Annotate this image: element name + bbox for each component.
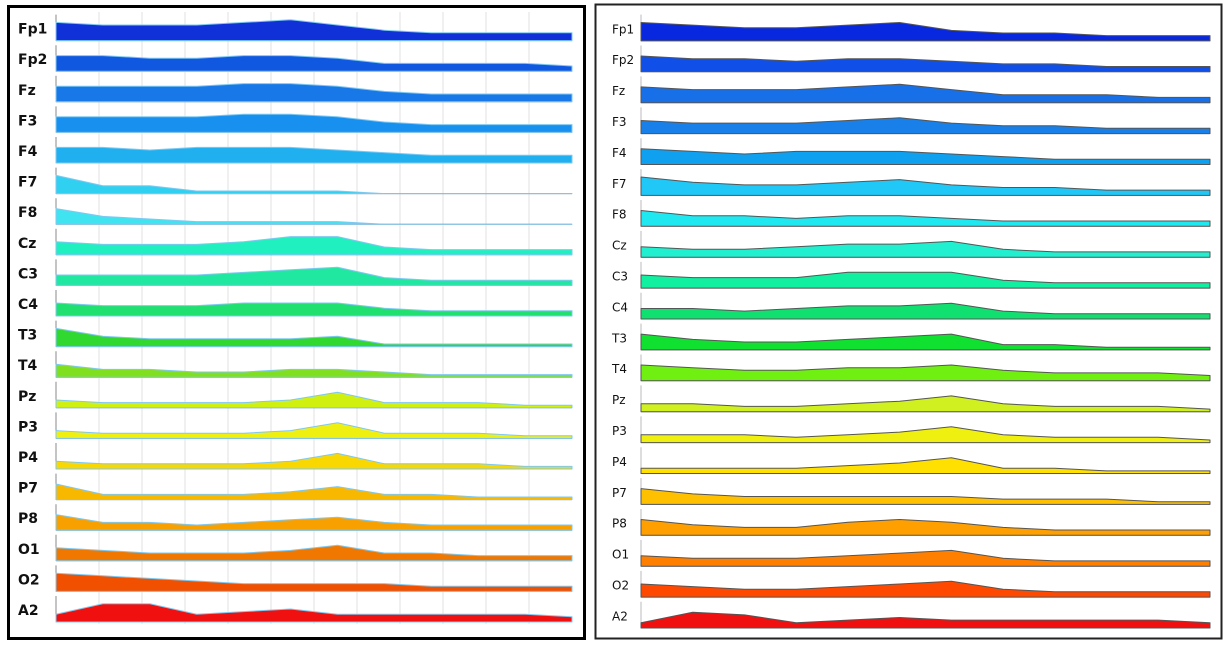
channel-label: F7 (612, 177, 627, 191)
spectrum-area (55, 572, 573, 592)
channel-label: C4 (18, 297, 38, 313)
spectrum-area (640, 488, 1211, 505)
spectrum-area (640, 176, 1211, 196)
channel-label: Fp2 (18, 52, 47, 68)
channel-label: Cz (18, 236, 36, 252)
spectrum-area (55, 422, 573, 439)
spectrum-area (55, 544, 573, 562)
spectrum-area (640, 210, 1211, 227)
spectrum-area (55, 55, 573, 72)
spectrum-area (640, 580, 1211, 598)
spectrum-area (55, 146, 573, 164)
channel-label: O2 (18, 572, 40, 588)
spectrum-area (640, 117, 1211, 135)
channel-label: Fp1 (612, 22, 634, 36)
channel-label: P7 (18, 481, 38, 497)
channel-label: Pz (612, 393, 626, 407)
channel-label: F3 (612, 115, 627, 129)
channel-label: O2 (612, 578, 629, 592)
channel-label: Fp1 (18, 22, 47, 38)
spectrum-area (55, 83, 573, 103)
spectrum-area (55, 302, 573, 317)
left-panel (7, 5, 586, 640)
channel-label: Cz (612, 239, 627, 253)
spectrum-area (55, 452, 573, 470)
spectrum-area (640, 549, 1211, 567)
channel-label: F4 (612, 146, 627, 160)
channel-label: F4 (18, 144, 38, 160)
channel-label: T4 (18, 358, 38, 374)
spectrum-area (640, 333, 1211, 351)
spectrum-area (640, 271, 1211, 289)
channel-label: C4 (612, 300, 628, 314)
channel-label: T4 (611, 362, 627, 376)
channel-label: P3 (612, 424, 627, 438)
channel-label: F8 (612, 208, 627, 222)
channel-label: O1 (18, 542, 40, 558)
spectrum-area (640, 364, 1211, 382)
spectrum-area (55, 236, 573, 256)
spectrum-area (55, 19, 573, 42)
spectrum-area (640, 426, 1211, 444)
channel-label: Fz (18, 83, 36, 99)
channel-label: T3 (611, 331, 627, 345)
spectrum-area (55, 483, 573, 501)
spectrum-area (55, 174, 573, 195)
spectrum-area (55, 208, 573, 225)
channel-label: A2 (18, 603, 39, 619)
channel-label: Fz (612, 84, 625, 98)
spectrum-area (640, 240, 1211, 258)
spectrum-area (640, 22, 1211, 42)
spectrum-area (55, 266, 573, 286)
channel-label: A2 (612, 609, 628, 623)
spectrum-area (640, 611, 1211, 629)
channel-label: Pz (18, 389, 36, 405)
channel-label: P4 (18, 450, 38, 466)
channel-label: O1 (612, 548, 629, 562)
spectrum-area (640, 519, 1211, 536)
channel-label: P4 (612, 455, 627, 469)
spectrum-area (640, 457, 1211, 474)
spectrum-area (640, 302, 1211, 320)
channel-label: F7 (18, 175, 37, 191)
spectrum-area (55, 327, 573, 348)
channel-label: P3 (18, 419, 38, 435)
channel-label: P8 (612, 517, 627, 531)
spectrum-area (640, 55, 1211, 73)
spectrum-area (55, 391, 573, 409)
spectrum-area (640, 83, 1211, 104)
spectrum-area (55, 363, 573, 378)
spectrum-area (55, 514, 573, 531)
channel-label: T3 (18, 328, 37, 344)
channel-label: F8 (18, 205, 37, 221)
channel-label: Fp2 (612, 53, 634, 67)
channel-label: C3 (18, 266, 38, 282)
spectrum-area (640, 395, 1211, 413)
channel-label: C3 (612, 269, 628, 283)
channel-label: P8 (18, 511, 38, 527)
spectrum-area (640, 148, 1211, 165)
spectrum-area (55, 113, 573, 133)
channel-label: P7 (612, 486, 627, 500)
channel-label: F3 (18, 113, 37, 129)
spectrum-area (55, 603, 573, 623)
